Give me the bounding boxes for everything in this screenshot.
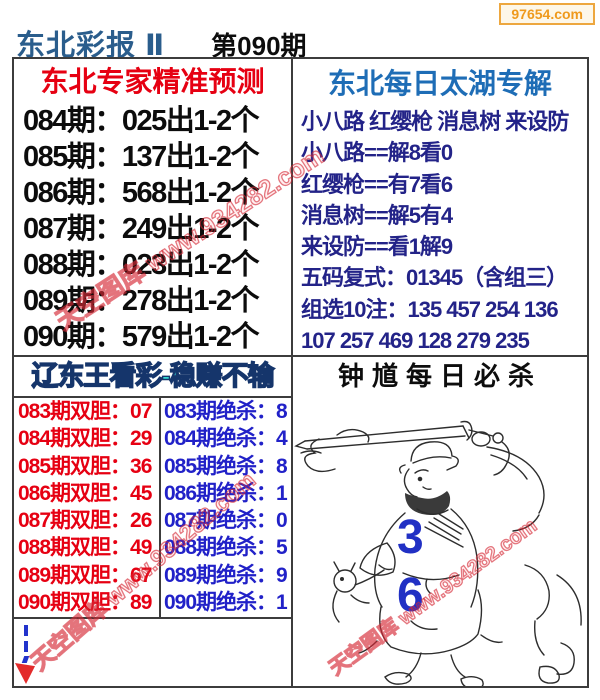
shuangdan-row: 084期双胆：29 (18, 427, 152, 451)
juesha-row: 084期绝杀：4 (164, 427, 288, 451)
taihu-text-block: 小八路 红缨枪 消息树 来设防 小八路==解8看0 红缨枪==有7看6 消息树=… (293, 106, 587, 356)
kill-number-6: 6 (397, 569, 424, 622)
page-title: 东北彩报 Ⅱ (16, 30, 166, 62)
left-panel-header: 东北专家精准预测 (40, 66, 265, 97)
zhongkui-illustration: 3 6 (293, 395, 587, 686)
taihu-line: 五码复式：01345（含组三） (301, 265, 568, 291)
juesha-row: 085期绝杀：8 (164, 454, 288, 478)
chart-sheet: 东北专家精准预测 084期：025出1-2个 085期：137出1-2个 086… (12, 57, 589, 688)
prediction-row: 086期：568出1-2个 (23, 177, 260, 209)
shuangdan-row: 085期双胆：36 (18, 454, 152, 478)
issue-number: 第090期 (211, 31, 307, 61)
shuangdan-row: 089期双胆：67 (18, 563, 152, 587)
mid-row-divider (14, 355, 587, 357)
left-panel: 东北专家精准预测 084期：025出1-2个 085期：137出1-2个 086… (14, 59, 291, 686)
prediction-row: 088期：023出1-2个 (23, 249, 260, 281)
shuangdan-row: 090期双胆：89 (18, 591, 152, 615)
juesha-row: 089期绝杀：9 (164, 563, 288, 587)
zhongkui-line-art: 3 6 (294, 420, 582, 686)
juesha-row: 086期绝杀：1 (164, 481, 288, 505)
banner-liaodongwang: 辽东王看彩-稳赚不输 (31, 360, 275, 391)
juesha-row: 090期绝杀：1 (164, 591, 288, 615)
title-bar: 东北彩报 Ⅱ 第090期 (16, 22, 307, 64)
site-url-badge[interactable]: 97654.com (499, 3, 595, 25)
shuangdan-row: 086期双胆：45 (18, 481, 152, 505)
prediction-row: 089期：278出1-2个 (23, 285, 260, 317)
cropped-bottom-strip (14, 619, 291, 686)
prediction-row: 084期：025出1-2个 (23, 105, 260, 137)
banner-bottom-divider (14, 396, 291, 398)
prediction-list: 084期：025出1-2个 085期：137出1-2个 086期：568出1-2… (14, 103, 291, 355)
prediction-row: 087期：249出1-2个 (23, 213, 260, 245)
juesha-column: 083期绝杀：8 084期绝杀：4 085期绝杀：8 086期绝杀：1 087期… (161, 398, 291, 617)
taihu-line: 小八路==解8看0 (301, 140, 453, 166)
cropped-text-mark (24, 625, 28, 636)
right-panel: 东北每日太湖专解 小八路 红缨枪 消息树 来设防 小八路==解8看0 红缨枪==… (293, 59, 587, 686)
cropped-red-mark (15, 663, 35, 684)
right-panel-header: 东北每日太湖专解 (327, 68, 552, 99)
kill-number-3: 3 (397, 511, 424, 564)
taihu-line: 来设防==看1解9 (301, 234, 453, 260)
zhongkui-header: 钟馗每日必杀 (337, 361, 542, 391)
taihu-line: 红缨枪==有7看6 (301, 171, 453, 197)
prediction-row: 085期：137出1-2个 (23, 141, 260, 173)
shuangdan-row: 088期双胆：49 (18, 536, 152, 560)
dan-sha-divider (159, 398, 161, 617)
taihu-line: 消息树==解5有4 (301, 202, 453, 228)
prediction-row: 090期：579出1-2个 (23, 321, 260, 353)
taihu-line: 107 257 469 128 279 235 (301, 328, 530, 354)
cropped-text-mark (21, 656, 30, 663)
juesha-row: 088期绝杀：5 (164, 536, 288, 560)
juesha-row: 087期绝杀：0 (164, 509, 288, 533)
table-bottom-divider (14, 617, 291, 619)
taihu-line: 组选10注：135 457 254 136 (301, 296, 559, 322)
main-column-divider (291, 59, 293, 686)
taihu-line: 小八路 红缨枪 消息树 来设防 (301, 109, 569, 134)
shuangdan-row: 087期双胆：26 (18, 509, 152, 533)
shuangdan-column: 083期双胆：07 084期双胆：29 085期双胆：36 086期双胆：45 … (14, 398, 161, 617)
dan-sha-table: 083期双胆：07 084期双胆：29 085期双胆：36 086期双胆：45 … (14, 398, 291, 617)
shuangdan-row: 083期双胆：07 (18, 400, 152, 423)
juesha-row: 083期绝杀：8 (164, 400, 288, 423)
cropped-text-mark (24, 641, 28, 652)
